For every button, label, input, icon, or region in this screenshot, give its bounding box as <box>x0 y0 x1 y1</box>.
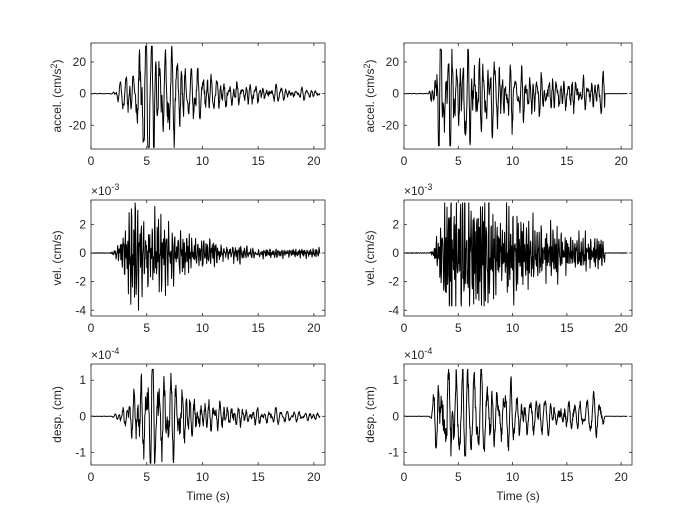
x-tick-label: 20 <box>614 154 628 168</box>
y-tick-label: 0 <box>392 87 399 101</box>
x-tick-label: 10 <box>196 154 210 168</box>
series-line-desp-left <box>90 368 321 464</box>
y-tick-label: -4 <box>388 303 399 317</box>
x-tick-label: 15 <box>560 154 574 168</box>
y-tick-label: 0 <box>79 409 86 423</box>
y-axis-label-superscript: 2 <box>49 63 59 68</box>
x-tick-label: 0 <box>88 154 95 168</box>
axes-frame <box>403 363 633 466</box>
series-line-accel-right <box>403 48 628 147</box>
y-tick-label: -20 <box>382 118 400 132</box>
y-tick-label: -1 <box>75 445 86 459</box>
x-tick-label: 10 <box>506 470 520 484</box>
x-tick-label: 0 <box>401 321 408 335</box>
x-tick-label: 15 <box>251 321 265 335</box>
y-tick-label: -2 <box>75 275 86 289</box>
y-tick-label: 2 <box>79 217 86 231</box>
y-tick-label: -20 <box>69 118 87 132</box>
x-tick-label: 0 <box>401 470 408 484</box>
axis-exponent-power: -4 <box>424 346 432 356</box>
subplot-accel-right: 0 5 10 15 20 -20 0 20 accel. (cm/s2) <box>362 42 633 168</box>
x-tick-label: 5 <box>143 154 150 168</box>
axes-frame <box>90 199 326 317</box>
series-line-accel-left <box>90 45 321 148</box>
x-tick-label: 15 <box>251 470 265 484</box>
x-tick-label: 0 <box>401 154 408 168</box>
x-tick-label: 5 <box>455 321 462 335</box>
x-tick-label: 0 <box>88 321 95 335</box>
axes-frame <box>90 363 326 466</box>
y-axis-label: desp. (cm) <box>50 386 64 443</box>
y-axis-label-rest: ) <box>363 59 377 63</box>
y-axis-label: desp. (cm) <box>363 386 377 443</box>
axis-exponent-power: -4 <box>111 346 119 356</box>
axes-frame <box>403 42 633 150</box>
x-tick-label: 15 <box>560 470 574 484</box>
y-tick-label: -2 <box>388 275 399 289</box>
y-axis-label: vel. (cm/s) <box>50 230 64 285</box>
x-tick-label: 5 <box>143 470 150 484</box>
x-tick-label: 10 <box>196 470 210 484</box>
series-line-vel-left <box>90 202 321 311</box>
x-tick-label: 20 <box>307 154 321 168</box>
x-tick-label: 20 <box>614 321 628 335</box>
y-tick-label: -1 <box>388 445 399 459</box>
x-tick-label: 20 <box>614 470 628 484</box>
y-tick-label: 1 <box>392 373 399 387</box>
x-tick-label: 10 <box>506 154 520 168</box>
y-tick-label: -4 <box>75 303 86 317</box>
series-line-desp-right <box>403 368 628 457</box>
subplot-accel-left: 0 5 10 15 20 -20 0 20 accel. (cm/s2) <box>49 42 326 168</box>
axes-frame <box>90 42 326 150</box>
y-tick-label: 2 <box>392 217 399 231</box>
x-tick-label: 10 <box>196 321 210 335</box>
x-tick-label: 5 <box>455 470 462 484</box>
y-axis-label: accel. (cm/s2) <box>362 59 377 132</box>
series-line-vel-right <box>403 202 628 307</box>
y-axis-label: vel. (cm/s) <box>363 230 377 285</box>
x-tick-label: 15 <box>251 154 265 168</box>
x-tick-label: 15 <box>560 321 574 335</box>
y-tick-label: 0 <box>392 409 399 423</box>
axes-frame <box>403 199 633 317</box>
y-axis-label-rest: ) <box>50 59 64 63</box>
y-tick-label: 20 <box>73 55 87 69</box>
y-tick-label: 0 <box>79 87 86 101</box>
x-tick-label: 5 <box>455 154 462 168</box>
y-tick-label: 0 <box>79 246 86 260</box>
y-axis-label: accel. (cm/s2) <box>49 59 64 132</box>
axis-exponent-power: -3 <box>111 182 119 192</box>
axis-exponent-power: -3 <box>424 182 432 192</box>
y-tick-label: 20 <box>386 55 400 69</box>
x-tick-label: 20 <box>307 321 321 335</box>
x-tick-label: 10 <box>506 321 520 335</box>
x-axis-label: Time (s) <box>496 489 540 503</box>
x-tick-label: 5 <box>143 321 150 335</box>
x-axis-label: Time (s) <box>186 489 230 503</box>
x-tick-label: 0 <box>88 470 95 484</box>
x-tick-label: 20 <box>307 470 321 484</box>
y-tick-label: 0 <box>392 246 399 260</box>
y-axis-label-superscript: 2 <box>362 63 372 68</box>
y-tick-label: 1 <box>79 373 86 387</box>
